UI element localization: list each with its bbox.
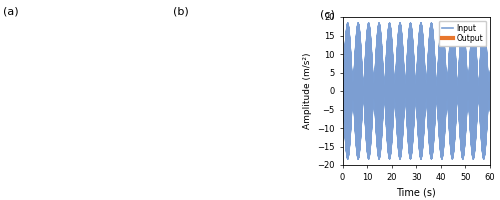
Text: (c): (c)	[320, 10, 335, 20]
Text: (b): (b)	[172, 6, 188, 16]
Text: (a): (a)	[2, 6, 18, 16]
X-axis label: Time (s): Time (s)	[396, 187, 436, 197]
Legend: Input, Output: Input, Output	[439, 21, 486, 46]
Y-axis label: Amplitude (m/s²): Amplitude (m/s²)	[303, 53, 312, 129]
